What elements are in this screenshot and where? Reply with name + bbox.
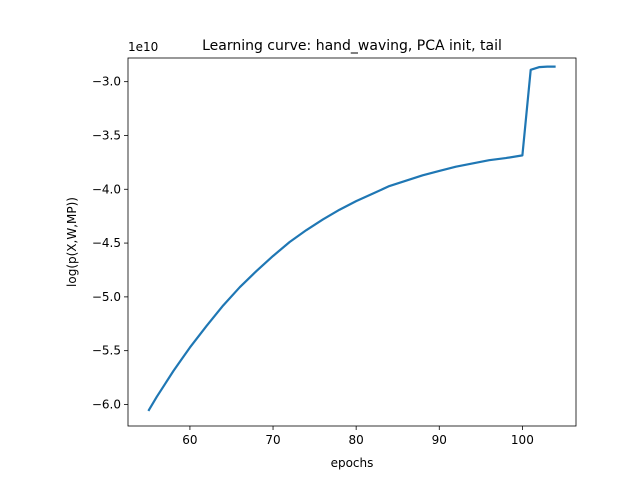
x-tick-label: 80 bbox=[349, 433, 364, 447]
y-tick-label: −3.5 bbox=[92, 128, 121, 142]
y-tick-label: −3.0 bbox=[92, 75, 121, 89]
plot-area bbox=[147, 65, 556, 412]
x-tick-label: 60 bbox=[182, 433, 197, 447]
y-axis: −6.0 −5.5 −5.0 −4.5 −4.0 −3.5 −3.0 bbox=[92, 75, 128, 411]
y-tick-label: −5.5 bbox=[92, 344, 121, 358]
axes-frame bbox=[127, 57, 577, 427]
y-axis-title: log(p(X,W,MP)) bbox=[65, 197, 79, 287]
y-tick-label: −6.0 bbox=[92, 397, 121, 411]
y-multiplier-label: 1e10 bbox=[128, 40, 158, 54]
x-tick-label: 100 bbox=[511, 433, 534, 447]
x-tick-label: 90 bbox=[432, 433, 447, 447]
x-axis-title: epochs bbox=[331, 456, 374, 470]
series-line-0 bbox=[147, 65, 556, 412]
x-tick-label: 70 bbox=[265, 433, 280, 447]
y-tick-label: −4.5 bbox=[92, 236, 121, 250]
x-axis: 60 70 80 90 100 bbox=[182, 426, 534, 447]
y-tick-label: −4.0 bbox=[92, 182, 121, 196]
y-tick-label: −5.0 bbox=[92, 290, 121, 304]
chart-title: Learning curve: hand_waving, PCA init, t… bbox=[202, 38, 502, 54]
